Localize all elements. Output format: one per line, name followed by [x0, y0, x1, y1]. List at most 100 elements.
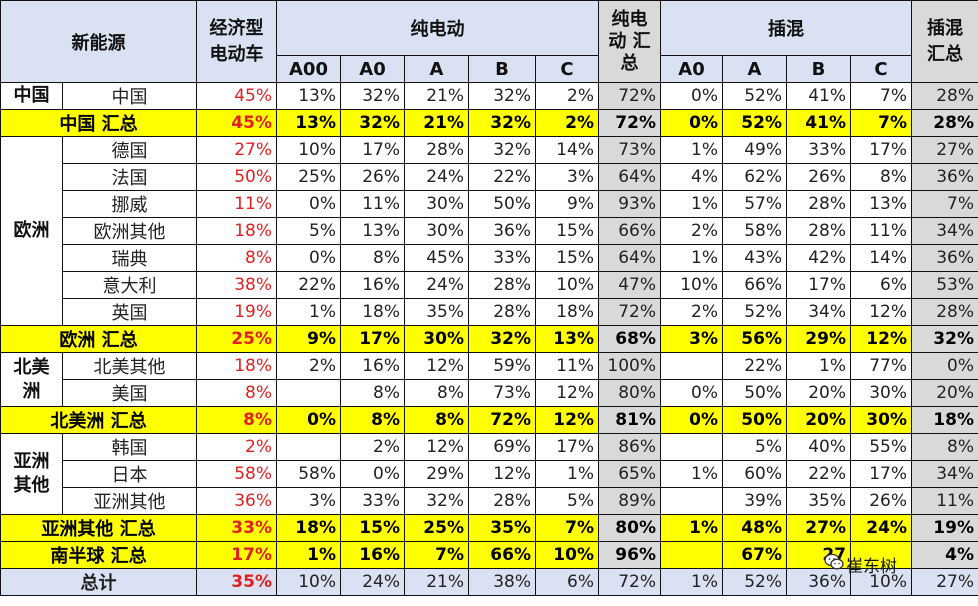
phev-cell: 60% — [722, 460, 787, 488]
watermark-text: 崔东树 — [846, 557, 897, 577]
bev-total-cell: 66% — [598, 217, 661, 245]
phev-cell: 20% — [786, 406, 851, 434]
phev-cell: 77% — [850, 352, 912, 380]
phev-cell: 28% — [786, 190, 851, 218]
bev-cell: 6% — [535, 568, 599, 596]
bev-total-cell: 73% — [598, 136, 661, 164]
phev-cell: 12% — [850, 325, 912, 353]
table-row: 欧洲 德国 27% 10% 17% 28% 32% 14% 73% 1% 49% 33% 17% 27% — [0, 136, 978, 326]
bev-cell: 32% — [468, 82, 536, 110]
bev-cell: 12% — [404, 433, 469, 461]
phev-cell: 27% — [786, 514, 851, 542]
bev-total-cell: 68% — [598, 325, 661, 353]
phev-cell: 55% — [850, 433, 912, 461]
table-row: 美国 8% 8% 8% 73% 12% 80% 0% 50% 20% 30% 20% — [1, 379, 978, 407]
phev-cell: 0% — [660, 406, 723, 434]
phev-cell: 0% — [660, 82, 723, 110]
phev-total-cell: 32% — [911, 325, 978, 353]
region-cell: 亚洲 其他 — [0, 433, 63, 515]
bev-cell: 15% — [535, 217, 599, 245]
phev-sub-header: C — [850, 55, 912, 83]
bev-total-cell: 72% — [598, 82, 661, 110]
bev-cell: 10% — [535, 271, 599, 299]
bev-cell: 0% — [276, 406, 341, 434]
phev-total-cell: 53% — [911, 271, 978, 299]
phev-cell — [660, 541, 723, 569]
bev-cell: 3% — [276, 487, 341, 515]
bev-total-cell: 64% — [598, 244, 661, 272]
bev-cell: 32% — [340, 109, 405, 137]
phev-cell: 42% — [786, 244, 851, 272]
bev-cell: 22% — [468, 163, 536, 191]
country-cell: 北美其他 — [62, 352, 197, 380]
bev-header: 纯电动 — [276, 0, 599, 56]
bev-cell: 5% — [276, 217, 341, 245]
phev-cell: 6% — [850, 271, 912, 299]
phev-cell: 11% — [850, 217, 912, 245]
bev-sub-header: A — [404, 55, 469, 83]
bev-sub-header: A0 — [340, 55, 405, 83]
corner-header: 新能源 — [0, 0, 197, 83]
phev-cell: 8% — [850, 163, 912, 191]
bev-cell: 16% — [340, 541, 405, 569]
bev-cell: 59% — [468, 352, 536, 380]
bev-cell: 18% — [340, 298, 405, 326]
bev-cell: 50% — [468, 190, 536, 218]
phev-total-cell: 27% — [911, 568, 978, 596]
phev-cell: 2% — [660, 217, 723, 245]
phev-cell: 4% — [660, 163, 723, 191]
phev-sub-header: A0 — [660, 55, 723, 83]
country-cell: 美国 — [62, 379, 197, 407]
phev-total-cell: 28% — [911, 109, 978, 137]
phev-cell: 28% — [786, 217, 851, 245]
bev-cell: 9% — [276, 325, 341, 353]
phev-cell: 58% — [722, 217, 787, 245]
header-row: 新能源 经济型 电动车 纯电动 纯电动 汇总 插混 插混 汇总 — [0, 0, 978, 83]
bev-cell: 33% — [340, 487, 405, 515]
econ-header: 经济型 电动车 — [196, 0, 277, 83]
bev-cell: 13% — [535, 325, 599, 353]
bev-cell: 24% — [340, 568, 405, 596]
phev-cell: 41% — [786, 82, 851, 110]
subtotal-row: 欧洲 汇总 25% 9% 17% 30% 32% 13% 68% 3% 56% 29% 12% 32% — [0, 325, 978, 353]
bev-cell: 12% — [535, 406, 599, 434]
econ-cell: 38% — [196, 271, 277, 299]
bev-cell: 32% — [340, 82, 405, 110]
bev-cell: 22% — [276, 271, 341, 299]
phev-cell: 10% — [850, 568, 912, 596]
econ-cell: 18% — [196, 352, 277, 380]
row-label: 欧洲 汇总 — [0, 325, 197, 353]
bev-total-header: 纯电动 汇总 — [598, 0, 661, 83]
bev-cell: 7% — [535, 514, 599, 542]
bev-total-cell: 81% — [598, 406, 661, 434]
bev-cell: 16% — [340, 271, 405, 299]
bev-cell: 8% — [340, 379, 405, 407]
phev-cell: 24% — [850, 514, 912, 542]
table-row: 亚洲其他 36% 3% 33% 32% 28% 5% 89% 39% 35% 26% 11% — [1, 487, 978, 515]
bev-cell: 35% — [468, 514, 536, 542]
bev-total-cell: 72% — [598, 109, 661, 137]
econ-cell: 8% — [196, 379, 277, 407]
phev-total-cell: 19% — [911, 514, 978, 542]
bev-cell: 17% — [340, 325, 405, 353]
phev-cell: 1% — [660, 568, 723, 596]
phev-total-cell: 20% — [911, 379, 978, 407]
bev-cell: 10% — [276, 568, 341, 596]
bev-cell: 1% — [535, 460, 599, 488]
bev-total-cell: 72% — [598, 568, 661, 596]
bev-total-cell: 96% — [598, 541, 661, 569]
bev-cell: 32% — [468, 109, 536, 137]
phev-cell: 20% — [786, 379, 851, 407]
subheader-row: A00 A0 A B C A0 A B C — [1, 55, 978, 83]
table-row: 英国 19% 1% 18% 35% 28% 18% 72% 2% 52% 34% 12% 28% — [1, 298, 978, 326]
country-cell: 挪威 — [62, 190, 197, 218]
phev-cell: 50% — [722, 379, 787, 407]
phev-cell: 35% — [786, 487, 851, 515]
phev-total-cell: 34% — [911, 460, 978, 488]
phev-cell: 22% — [722, 352, 787, 380]
phev-cell: 1% — [660, 514, 723, 542]
country-cell: 中国 — [62, 82, 197, 110]
phev-cell: 0% — [660, 379, 723, 407]
phev-cell: 10% — [660, 271, 723, 299]
